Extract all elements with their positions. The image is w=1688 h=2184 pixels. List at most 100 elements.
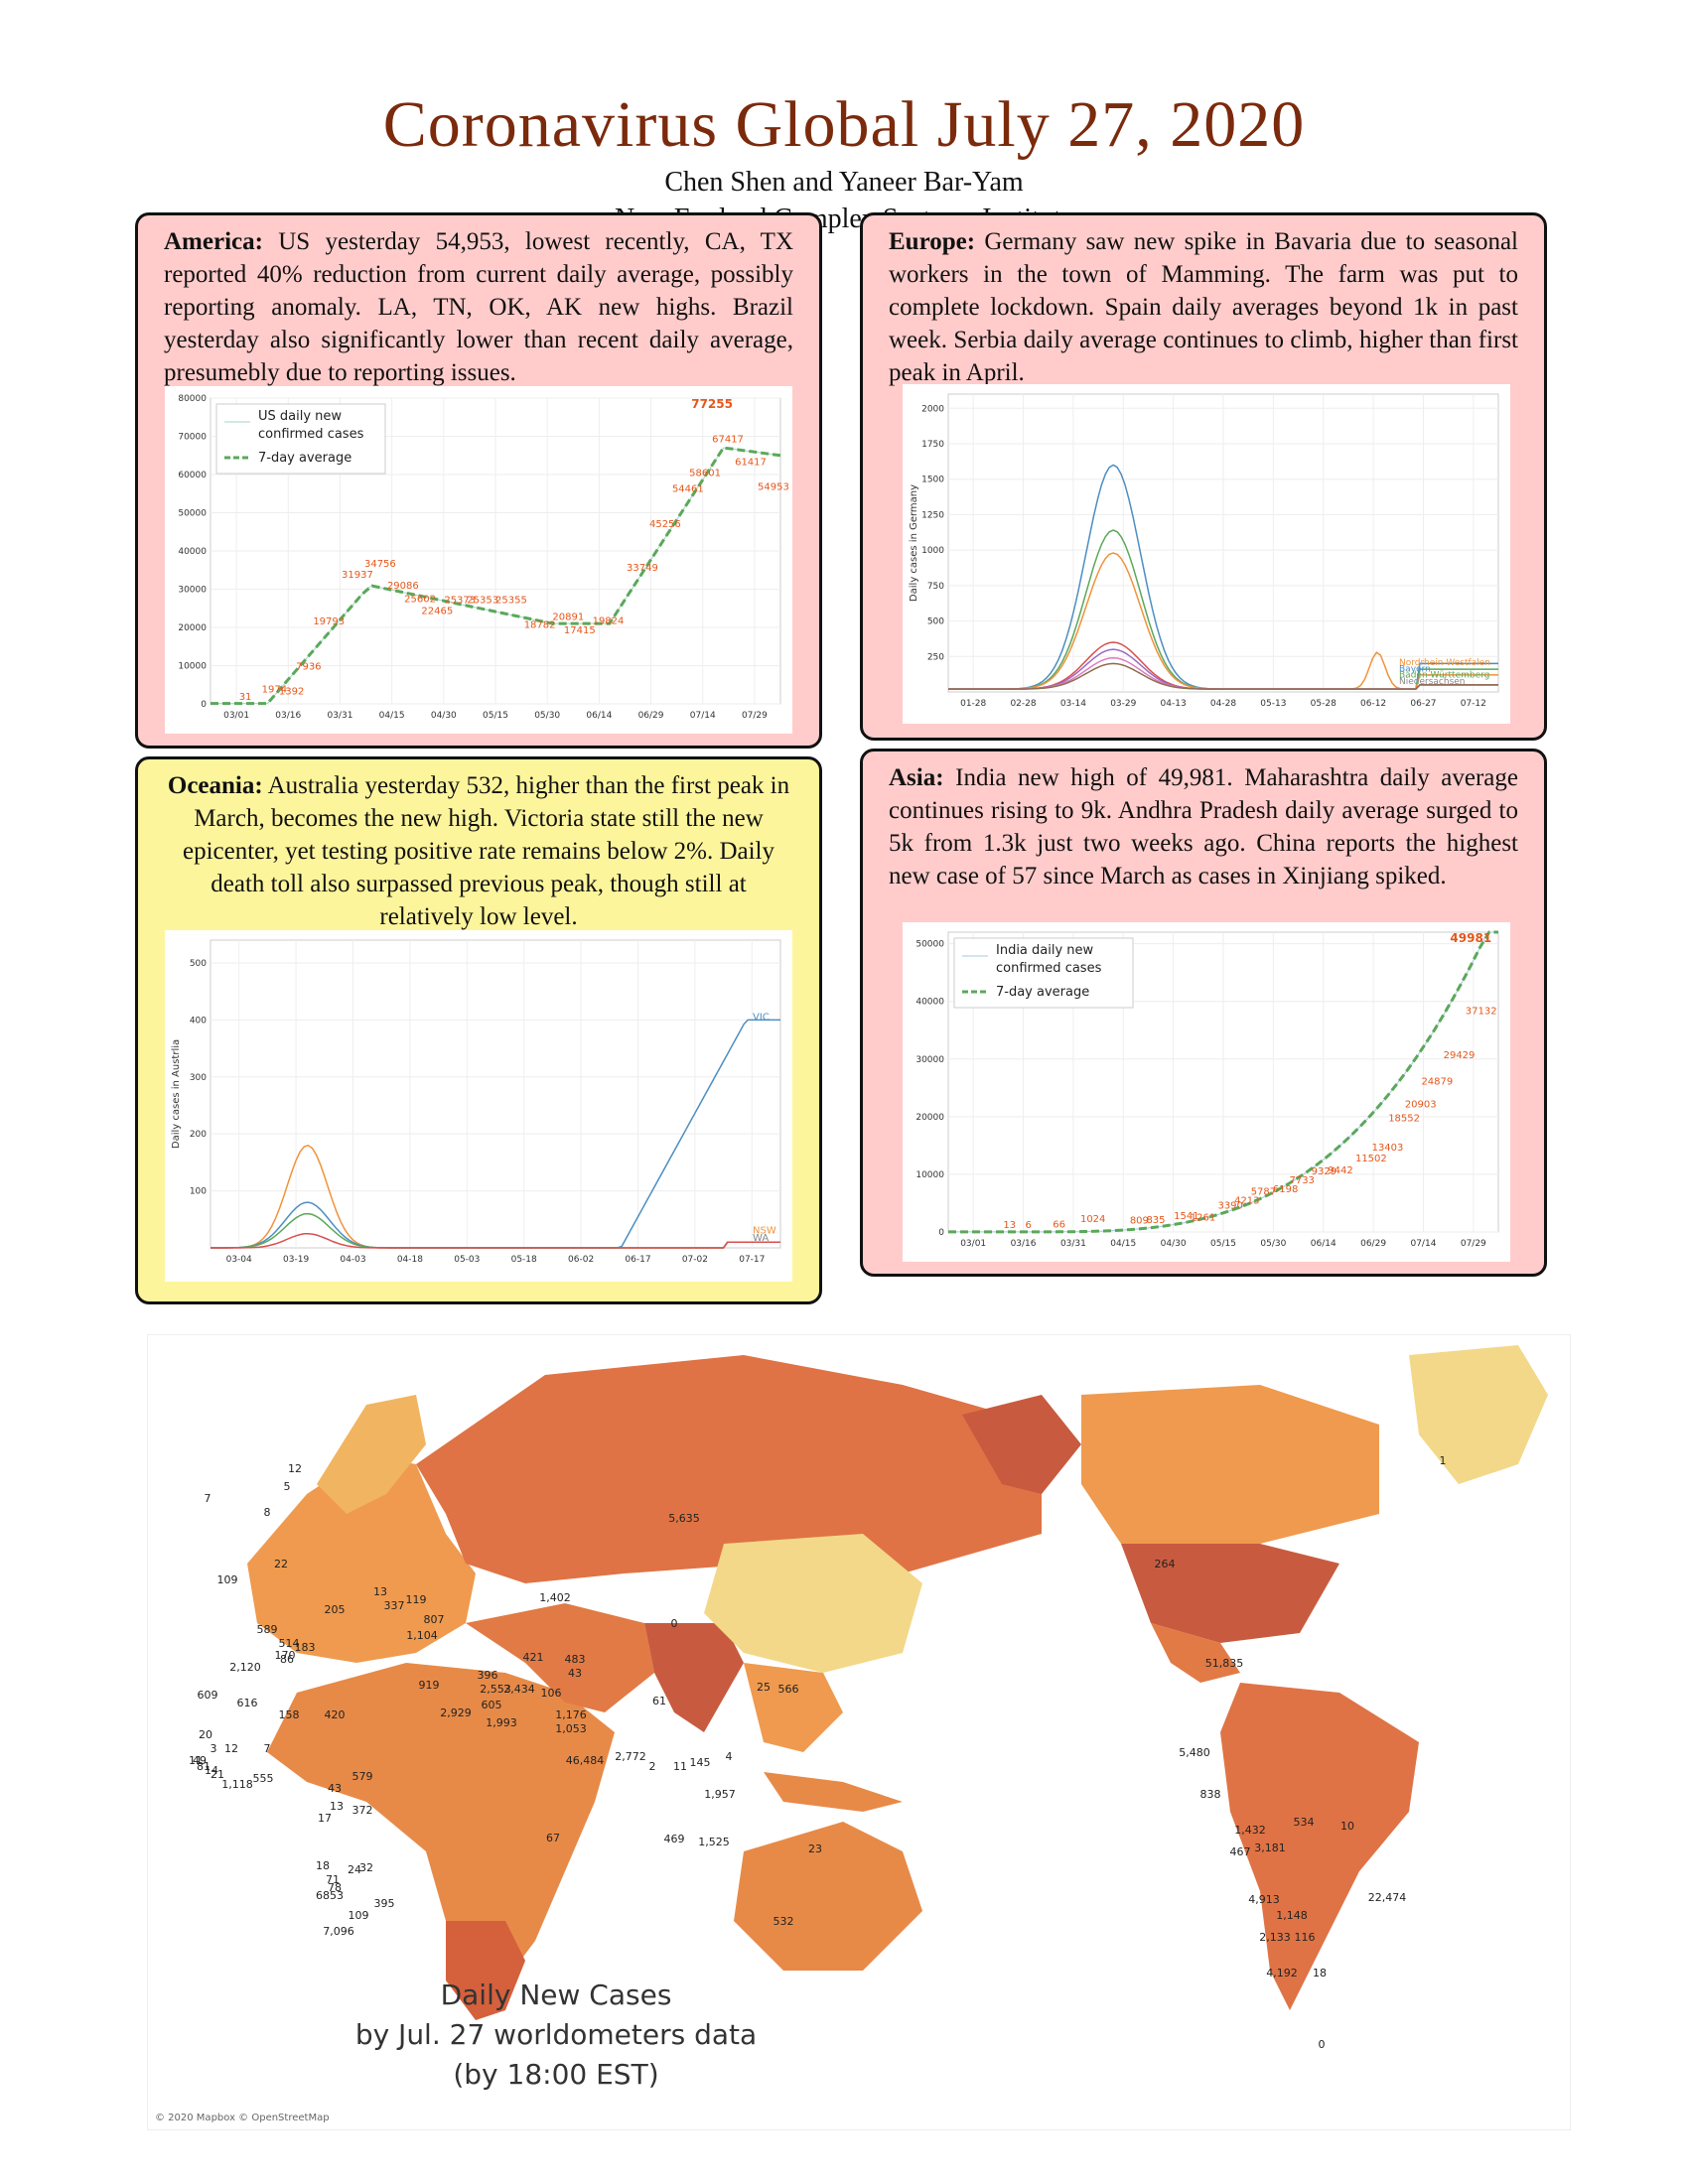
y-tick-label: 40000 [915, 998, 944, 1008]
map-country-value: 109 [217, 1573, 238, 1586]
map-country-value: 7 [205, 1492, 211, 1505]
europe-heading: Europe: [889, 228, 976, 255]
x-tick-label: 07/29 [742, 711, 768, 721]
y-axis-label: Daily cases in Germany [909, 484, 919, 602]
map-country-value: 4,192 [1266, 1967, 1298, 1979]
scandinavia-region [317, 1395, 426, 1514]
plot-area [210, 939, 781, 1249]
data-label: 18782 [524, 620, 556, 631]
australia-chart-svg: 03-04 03-19 04-03 04-18 05-03 05-18 06-02 06-17… [171, 939, 781, 1265]
us-chart-svg: 03/01 03/16 03/31 04/15 04/30 05/15 05/30 06/14… [178, 394, 788, 721]
data-label: 20891 [552, 613, 584, 623]
peak-label: 77255 [691, 397, 733, 411]
map-country-value: 532 [774, 1915, 794, 1928]
australia-chart: 03-04 03-19 04-03 04-18 05-03 05-18 06-02 06-17… [165, 930, 792, 1282]
map-country-value: 71 [326, 1873, 340, 1886]
map-country-value: 807 [424, 1613, 445, 1626]
map-country-value: 53 [330, 1889, 344, 1902]
map-country-value: 396 [478, 1669, 498, 1682]
x-tick-label: 03/31 [327, 711, 352, 721]
x-tick-label: 05-28 [1311, 699, 1336, 709]
y-tick-label: 60000 [178, 471, 207, 480]
map-country-value: 2 [649, 1760, 656, 1773]
map-country-value: 589 [257, 1623, 278, 1636]
x-tick-label: 07/29 [1461, 1239, 1486, 1249]
data-label: 835 [1146, 1215, 1165, 1226]
map-country-value: 20 [199, 1728, 212, 1741]
data-label: 1974 [262, 684, 287, 695]
data-label: 24879 [1421, 1077, 1453, 1088]
series-label: Baden-Württemberg [1399, 671, 1489, 681]
x-tick-label: 05/15 [483, 711, 508, 721]
series-label: VIC [753, 1012, 770, 1023]
map-legend-time: (by 18:00 EST) [453, 2058, 659, 2091]
y-tick-label: 400 [190, 1016, 207, 1025]
map-country-value: 13 [330, 1800, 344, 1813]
map-country-value: 119 [406, 1593, 427, 1606]
asia-text: Asia: India new high of 49,981. Maharash… [889, 761, 1518, 892]
y-tick-label: 1250 [921, 510, 944, 520]
data-label: 22465 [421, 607, 453, 617]
x-tick-label: 01-28 [960, 699, 986, 709]
x-tick-label: 02-28 [1010, 699, 1036, 709]
data-label: 29086 [387, 581, 419, 592]
x-tick-label: 06-12 [1360, 699, 1386, 709]
map-country-value: 1,148 [1276, 1909, 1308, 1922]
europe-body: Germany saw new spike in Bavaria due to … [889, 228, 1519, 386]
southern-africa-region [446, 1921, 525, 2020]
map-country-value: 609 [198, 1689, 218, 1702]
map-country-value: 12 [224, 1742, 238, 1755]
data-label: 1024 [1080, 1214, 1105, 1225]
legend-label: 7-day average [996, 985, 1089, 1000]
x-tick-label: 03-04 [226, 1255, 252, 1265]
map-country-value: 1,957 [704, 1788, 736, 1801]
x-tick-label: 03/01 [960, 1239, 986, 1249]
map-country-value: 0 [671, 1617, 678, 1630]
germany-chart-svg: 01-28 02-28 03-14 03-29 04-13 04-28 05-13 05-28… [909, 393, 1499, 709]
data-label: 66 [1053, 1220, 1065, 1231]
y-tick-label: 500 [927, 617, 944, 627]
map-country-value: 2,553 [480, 1683, 511, 1696]
data-label: 34756 [364, 559, 396, 570]
x-tick-label: 06/14 [586, 711, 612, 721]
india-region [644, 1623, 744, 1732]
y-tick-label: 300 [190, 1073, 207, 1083]
data-label: 1541 [1174, 1211, 1198, 1222]
map-country-value: 106 [541, 1687, 562, 1700]
map-country-value: 18 [1313, 1967, 1327, 1979]
data-label: 9442 [1328, 1165, 1352, 1176]
y-tick-label: 750 [927, 582, 944, 592]
map-country-value: 337 [384, 1599, 405, 1612]
series-average-line [948, 930, 1498, 1234]
x-tick-label: 05/15 [1210, 1239, 1236, 1249]
map-country-value: 8 [264, 1506, 271, 1519]
series-label: Nordrhein-Westfalen [1399, 658, 1490, 668]
x-tick-label: 04-18 [397, 1255, 423, 1265]
authors: Chen Shen and Yaneer Bar-Yam [664, 167, 1024, 198]
data-label: 3390 [1217, 1200, 1242, 1211]
y-tick-label: 100 [190, 1187, 207, 1197]
map-country-value: 11 [673, 1760, 687, 1773]
alaska-region [962, 1395, 1081, 1494]
y-tick-label: 20000 [178, 623, 207, 633]
y-tick-label: 50000 [178, 509, 207, 519]
x-tick-label: 04-03 [340, 1255, 365, 1265]
y-tick-label: 500 [190, 959, 207, 969]
map-country-value: 4 [726, 1750, 733, 1763]
data-label: 25355 [495, 595, 527, 606]
map-country-value: 24 [348, 1863, 361, 1876]
x-tick-label: 03-29 [1110, 699, 1136, 709]
x-tick-label: 07/14 [1410, 1239, 1436, 1249]
data-label: 25353 [467, 595, 498, 606]
map-country-value: 420 [325, 1708, 346, 1721]
y-tick-label: 1000 [921, 546, 944, 556]
map-country-value: 13 [373, 1585, 387, 1598]
x-tick-label: 04/30 [431, 711, 457, 721]
x-tick-label: 04/30 [1161, 1239, 1187, 1249]
america-text: America: US yesterday 54,953, lowest rec… [164, 225, 793, 389]
data-label: 18552 [1388, 1113, 1420, 1124]
x-tick-label: 07-02 [682, 1255, 708, 1265]
map-country-value: 7 [264, 1742, 271, 1755]
